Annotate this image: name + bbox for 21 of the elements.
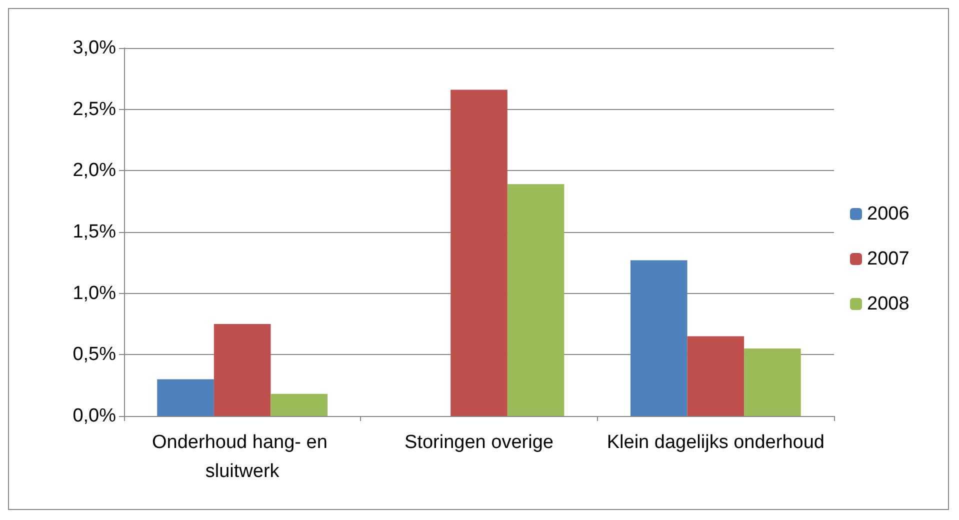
x-tick-label: Storingen overige [404, 432, 554, 453]
y-tick-label: 3,0% [72, 38, 116, 58]
y-tick-label: 1,5% [72, 222, 116, 242]
bar [507, 184, 564, 416]
legend-label: 2006 [867, 204, 910, 224]
bar [687, 336, 744, 416]
bar [744, 348, 801, 416]
y-tick-label: 2,0% [72, 160, 116, 182]
y-tick-label: 2,5% [72, 98, 116, 120]
legend-label: 2008 [867, 294, 910, 314]
bar [270, 394, 328, 416]
bar [630, 260, 688, 416]
legend-label: 2007 [867, 248, 910, 270]
x-tick-label: Klein dagelijks onderhoud [606, 432, 824, 453]
bar [450, 90, 508, 416]
y-tick-label: 1,0% [72, 282, 116, 304]
y-tick-label: 0,5% [72, 344, 116, 366]
x-tick-label: Onderhoud hang- en sluitwerk [152, 432, 333, 482]
y-tick-label: 0,0% [72, 406, 116, 426]
bar [157, 379, 214, 416]
bar [214, 324, 271, 416]
